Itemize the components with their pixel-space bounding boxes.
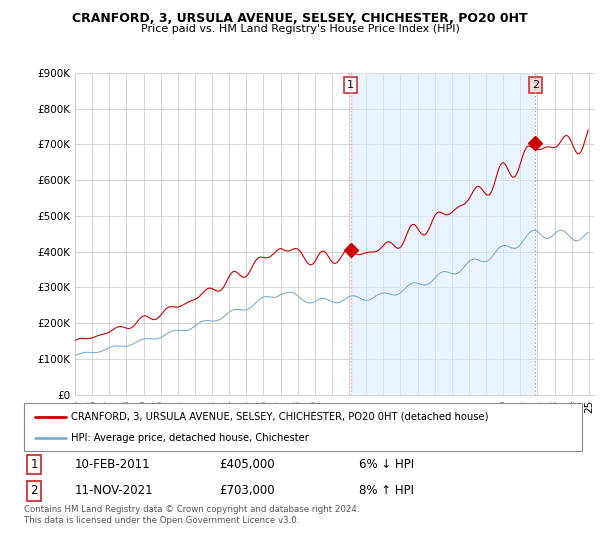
Text: 1: 1 xyxy=(347,80,354,90)
Text: 1: 1 xyxy=(30,458,38,471)
Text: £703,000: £703,000 xyxy=(220,484,275,497)
Text: 8% ↑ HPI: 8% ↑ HPI xyxy=(359,484,414,497)
Text: £405,000: £405,000 xyxy=(220,458,275,471)
Text: Contains HM Land Registry data © Crown copyright and database right 2024.
This d: Contains HM Land Registry data © Crown c… xyxy=(24,505,359,525)
Text: 2: 2 xyxy=(30,484,38,497)
Text: CRANFORD, 3, URSULA AVENUE, SELSEY, CHICHESTER, PO20 0HT: CRANFORD, 3, URSULA AVENUE, SELSEY, CHIC… xyxy=(72,12,528,25)
Text: HPI: Average price, detached house, Chichester: HPI: Average price, detached house, Chic… xyxy=(71,433,310,444)
Text: 2: 2 xyxy=(532,80,539,90)
Bar xyxy=(351,73,535,395)
Text: 6% ↓ HPI: 6% ↓ HPI xyxy=(359,458,414,471)
Text: CRANFORD, 3, URSULA AVENUE, SELSEY, CHICHESTER, PO20 0HT (detached house): CRANFORD, 3, URSULA AVENUE, SELSEY, CHIC… xyxy=(71,412,489,422)
Text: Price paid vs. HM Land Registry's House Price Index (HPI): Price paid vs. HM Land Registry's House … xyxy=(140,24,460,34)
Text: 11-NOV-2021: 11-NOV-2021 xyxy=(74,484,153,497)
FancyBboxPatch shape xyxy=(24,403,582,451)
Text: 10-FEB-2011: 10-FEB-2011 xyxy=(74,458,150,471)
